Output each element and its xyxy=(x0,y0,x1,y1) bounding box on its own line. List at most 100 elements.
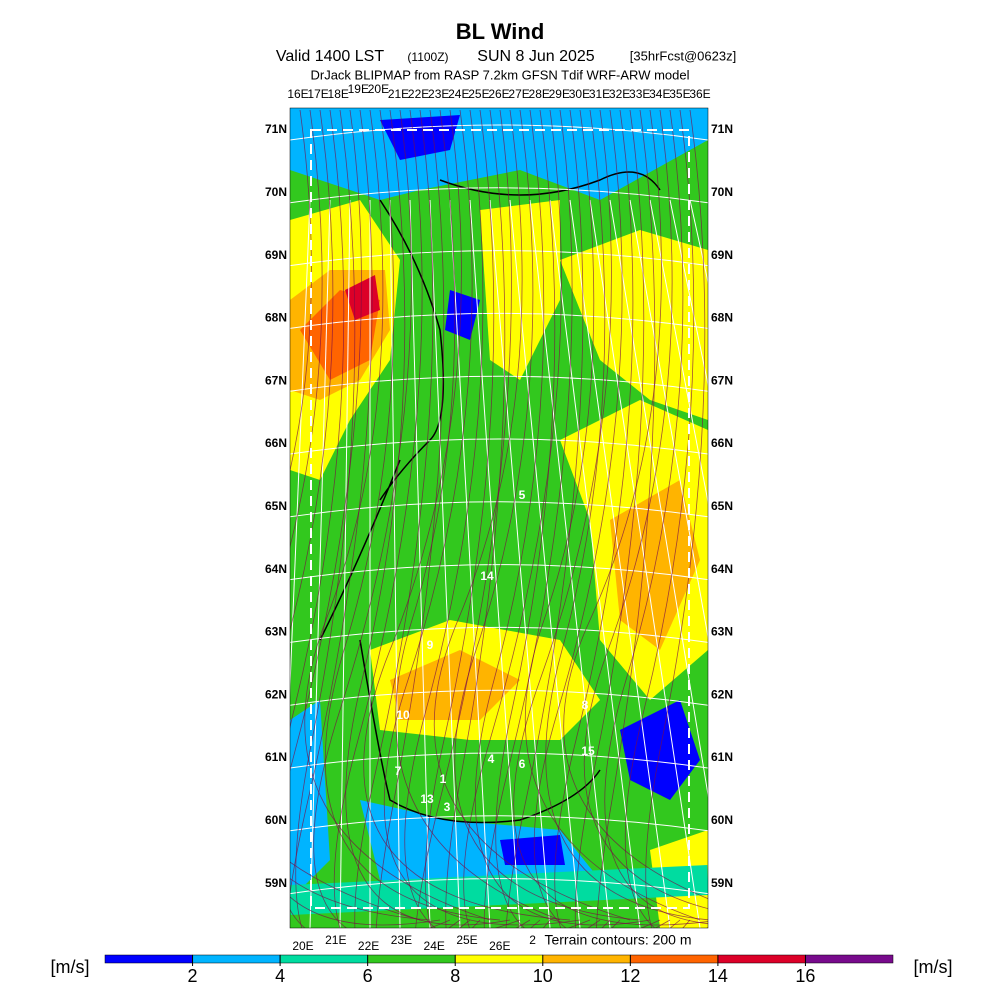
streamline xyxy=(375,109,551,928)
valid-time: Valid 1400 LST xyxy=(276,48,384,65)
region xyxy=(560,230,708,420)
map-value-label: 15 xyxy=(581,744,595,758)
streamline xyxy=(645,109,706,928)
streamline xyxy=(596,109,656,928)
lat-label-left: 67N xyxy=(265,373,287,387)
map-value-label: 10 xyxy=(396,708,410,722)
lon-label-top: 18E xyxy=(328,87,349,101)
lon-label-top: 19E xyxy=(348,82,369,96)
latitude-line xyxy=(290,689,708,706)
utc-time: (1100Z) xyxy=(407,50,448,64)
streamline xyxy=(290,109,441,926)
lat-label-right: 65N xyxy=(711,499,733,513)
colorbar-tick-label: 6 xyxy=(363,966,373,986)
lon-label-top: 30E xyxy=(569,87,590,101)
latitude-line xyxy=(290,250,708,267)
lat-label-left: 69N xyxy=(265,248,287,262)
colorbar-segment xyxy=(805,954,894,964)
lon-label-top: 35E xyxy=(669,87,690,101)
longitude-line xyxy=(629,199,708,640)
streamline xyxy=(624,109,695,928)
latitude-line xyxy=(290,564,708,581)
longitude-line xyxy=(449,199,491,928)
longitude-line xyxy=(429,199,461,928)
lon-label-bottom: 25E xyxy=(456,933,477,947)
streamline xyxy=(554,109,634,928)
lon-label-bottom: 21E xyxy=(325,933,346,947)
streamline xyxy=(404,109,591,928)
date: SUN 8 Jun 2025 xyxy=(477,48,595,65)
lat-label-right: 60N xyxy=(711,813,733,827)
lon-label-top: 25E xyxy=(468,87,489,101)
lon-label-top: 33E xyxy=(629,87,650,101)
latitude-line xyxy=(290,501,708,518)
lat-label-right: 61N xyxy=(711,750,733,764)
map-value-label: 8 xyxy=(582,698,589,712)
colorbar-tick-label: 8 xyxy=(450,966,460,986)
streamline xyxy=(505,109,691,928)
lon-label-bottom: 26E xyxy=(489,939,510,953)
streamline xyxy=(463,109,671,928)
map xyxy=(290,108,708,928)
colorbar-unit-right: [m/s] xyxy=(914,957,953,977)
lat-label-left: 66N xyxy=(265,436,287,450)
colorbar-segment xyxy=(542,954,631,964)
streamline xyxy=(445,109,611,928)
lon-label-top: 26E xyxy=(488,87,509,101)
colorbar-segment xyxy=(279,954,368,964)
lat-label-left: 60N xyxy=(265,813,287,827)
lon-label-top: 23E xyxy=(428,87,449,101)
streamline xyxy=(363,109,571,921)
map-value-label: 13 xyxy=(420,792,434,806)
longitude-line xyxy=(489,199,551,928)
lat-label-left: 61N xyxy=(265,750,287,764)
streamline xyxy=(533,109,708,928)
lon-label-bottom: 2 xyxy=(529,933,536,947)
lon-label-top: 32E xyxy=(609,87,630,101)
lon-label-top: 28E xyxy=(529,87,550,101)
lat-label-left: 64N xyxy=(265,562,287,576)
lon-label-top: 27E xyxy=(508,87,529,101)
colorbar-segment xyxy=(104,954,193,964)
lat-label-left: 70N xyxy=(265,185,287,199)
lat-label-right: 67N xyxy=(711,373,733,387)
lat-label-right: 69N xyxy=(711,248,733,262)
streamline xyxy=(604,109,708,924)
lon-label-top: 22E xyxy=(408,87,429,101)
longitude-line xyxy=(649,199,708,505)
colorbar-unit-left: [m/s] xyxy=(51,957,90,977)
streamline xyxy=(304,109,491,921)
streamline xyxy=(290,109,481,928)
streamline xyxy=(383,109,581,926)
map-value-label: 6 xyxy=(519,757,526,771)
longitude-line xyxy=(529,199,611,928)
lon-label-bottom: 20E xyxy=(292,939,313,953)
lat-label-right: 70N xyxy=(711,185,733,199)
streamline xyxy=(474,109,651,926)
longitude-line xyxy=(669,199,708,387)
streamline xyxy=(324,109,501,921)
lon-label-top: 29E xyxy=(549,87,570,101)
colorbar-tick-label: 4 xyxy=(275,966,285,986)
colorbar-segment xyxy=(717,954,806,964)
streamline xyxy=(495,109,661,928)
streamline xyxy=(290,109,451,928)
lon-label-top: 20E xyxy=(368,82,389,96)
streamline xyxy=(333,109,531,928)
lon-label-top: 31E xyxy=(589,87,610,101)
lat-label-left: 68N xyxy=(265,311,287,325)
streamline xyxy=(395,109,561,921)
latitude-line xyxy=(290,815,708,832)
longitude-line xyxy=(290,199,311,698)
map-value-label: 9 xyxy=(427,638,434,652)
lat-label-right: 59N xyxy=(711,876,733,890)
longitude-line xyxy=(309,199,331,928)
colorbar-segment xyxy=(454,954,544,964)
streamline xyxy=(313,109,521,928)
lon-label-top: 36E xyxy=(689,87,710,101)
map-value-label: 14 xyxy=(480,569,494,583)
longitude-line xyxy=(549,199,641,928)
map-value-label: 5 xyxy=(519,488,526,502)
title: BL Wind xyxy=(456,19,545,44)
streamline xyxy=(483,109,681,928)
